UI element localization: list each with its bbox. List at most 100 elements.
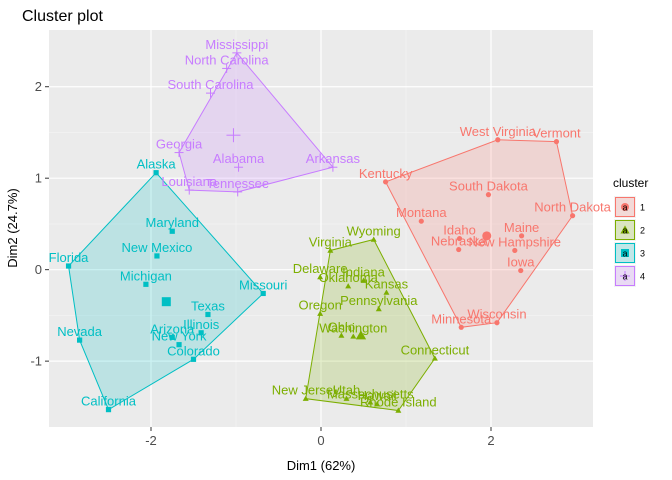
cluster-4-point [174,148,184,158]
point-label: Alaska [137,157,177,172]
y-tick-label: 0 [35,262,42,277]
cluster-1-point [456,235,463,242]
cluster-2-point [345,283,352,289]
point-label: Wisconsin [467,307,526,322]
cluster-2-centroid [355,330,367,340]
x-tick-label: -2 [145,433,157,448]
point-label: Arizona [150,321,195,336]
point-label: Kansas [365,277,409,292]
point-label: Maine [504,220,539,235]
cluster-4-point [328,162,338,172]
cluster-1-point [485,192,492,198]
point-label: Louisiana [161,174,217,189]
point-label: Pennsylvania [340,293,418,308]
point-label: North Carolina [185,52,270,67]
point-label: Missouri [239,277,288,292]
cluster-1-point [383,179,389,185]
point-label: Georgia [156,137,203,152]
cluster-2-hull [305,238,436,412]
cluster-4-centroid [226,128,241,143]
legend-label-2: 2 [640,226,645,236]
x-tick-label: 0 [317,433,324,448]
y-tick-label: -1 [30,354,42,369]
cluster-3-point [169,228,175,234]
cluster-3-point [77,337,83,343]
point-label: Oklahoma [319,270,379,285]
legend-label-1: 1 [640,203,645,213]
cluster-3-point [205,311,211,318]
cluster-2-point [327,247,334,253]
point-label: Idaho [443,223,476,238]
y-axis: -1 0 1 2 [30,79,49,369]
legend-letter: a [622,249,627,259]
cluster-3-point [105,407,112,413]
point-label: Florida [49,250,90,265]
cluster-2-point [383,289,390,295]
y-tick-label: 1 [35,171,42,186]
point-label: Oregon [298,298,341,313]
y-axis-title: Dim2 (24.7%) [5,188,20,267]
cluster-4-point [184,185,194,195]
legend-label-4: 4 [640,272,645,282]
grid-major [49,30,593,427]
point-label: Massachusetts [327,386,414,401]
cluster-2-point [350,333,357,339]
point-label: Delaware [293,261,348,276]
cluster-4-point [234,162,244,172]
point-label: Minnesota [431,311,492,326]
point-label: Arkansas [306,151,361,166]
cluster-4-hull [178,52,334,193]
point-label: Nebraska [431,234,487,249]
cluster-2-point [370,236,377,242]
cluster-1-centroid [482,231,492,241]
legend-letter: a [622,226,627,236]
legend-letter: a [622,203,627,213]
cluster-2-point [395,407,402,413]
x-axis: -2 0 2 [145,427,495,448]
cluster-4-point [206,88,215,98]
point-label: Ohio [328,320,355,335]
cluster-2-point [367,399,374,405]
legend-glyph-3 [621,249,629,257]
y-tick-label: 2 [35,79,42,94]
cluster-3-point [153,170,159,176]
point-label: Nevada [57,324,103,339]
point-label: Vermont [532,126,581,141]
cluster-4-point [233,187,243,197]
point-label: Mississippi [205,37,268,52]
cluster-centroids [161,128,492,340]
cluster-2-point [338,332,345,338]
point-label: Maryland [146,215,199,230]
cluster-2-point [343,395,350,401]
cluster-1-point [518,267,524,274]
point-label: North Dakota [534,200,611,215]
cluster-3-point [176,342,182,348]
point-label: Connecticut [401,342,470,357]
point-label: New Jersey [272,383,340,398]
cluster-1-point [553,138,560,145]
point-label: Kentucky [359,166,413,181]
cluster-2-point [317,310,324,316]
point-label: West Virginia [460,124,537,139]
point-label: Iowa [507,255,535,270]
cluster-3-point [190,356,197,362]
cluster-1-point [495,137,501,143]
cluster-1-point [512,247,518,254]
legend-label-3: 3 [640,249,645,259]
legend-glyph-4 [620,271,630,281]
cluster-3-centroid [161,297,171,307]
cluster-hulls [68,52,574,412]
cluster-3-point [65,263,72,269]
legend-glyph-2 [620,225,630,234]
point-label: California [81,394,137,409]
point-label: Washington [319,320,387,335]
point-label: New Mexico [122,240,193,255]
point-label: Alabama [213,151,265,166]
x-tick-label: 2 [487,433,494,448]
cluster-1-point [418,218,424,224]
cluster-2-point [375,306,382,312]
legend-glyph-1 [621,203,629,211]
cluster-3-point [260,290,266,297]
cluster-2-point [360,277,367,283]
